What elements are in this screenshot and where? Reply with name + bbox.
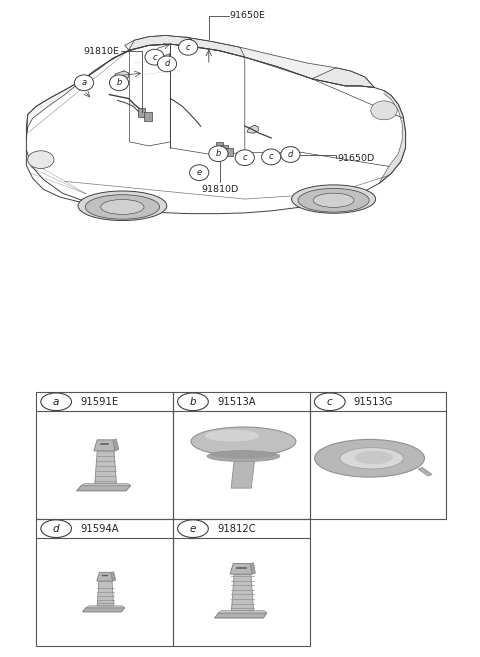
Text: d: d: [164, 59, 170, 68]
Text: c: c: [269, 152, 274, 162]
Text: b: b: [216, 149, 221, 158]
Text: 91810E: 91810E: [83, 47, 119, 56]
Polygon shape: [312, 68, 374, 87]
Polygon shape: [125, 35, 374, 87]
Circle shape: [235, 150, 254, 166]
Text: 91650D: 91650D: [337, 154, 375, 163]
Text: e: e: [197, 168, 202, 177]
Polygon shape: [97, 572, 113, 581]
Polygon shape: [418, 467, 432, 476]
Polygon shape: [231, 458, 255, 488]
Circle shape: [209, 146, 228, 162]
Text: 91513A: 91513A: [217, 397, 255, 407]
Circle shape: [190, 165, 209, 181]
Ellipse shape: [85, 194, 159, 219]
Circle shape: [262, 149, 281, 165]
Ellipse shape: [210, 451, 276, 459]
Polygon shape: [230, 564, 252, 574]
Polygon shape: [231, 574, 253, 610]
Bar: [216, 142, 223, 150]
Circle shape: [74, 75, 94, 91]
Bar: [310, 392, 446, 519]
Polygon shape: [81, 484, 131, 486]
Polygon shape: [129, 35, 245, 57]
Polygon shape: [94, 440, 115, 451]
Ellipse shape: [204, 430, 259, 442]
Polygon shape: [114, 71, 129, 79]
Ellipse shape: [101, 200, 144, 214]
Polygon shape: [76, 486, 131, 491]
Text: 91513G: 91513G: [354, 397, 393, 407]
Text: a: a: [82, 78, 86, 87]
Text: d: d: [288, 150, 293, 159]
Polygon shape: [111, 572, 116, 581]
Circle shape: [178, 520, 208, 537]
Ellipse shape: [313, 193, 354, 208]
Polygon shape: [97, 581, 114, 606]
Text: 91594A: 91594A: [80, 524, 119, 533]
Bar: [144, 112, 152, 121]
Ellipse shape: [340, 447, 403, 469]
Ellipse shape: [207, 451, 280, 462]
Bar: [173, 519, 310, 646]
Text: 91810D: 91810D: [201, 185, 239, 194]
Text: 91812C: 91812C: [217, 524, 255, 533]
Text: b: b: [190, 397, 196, 407]
Polygon shape: [218, 610, 267, 613]
Polygon shape: [113, 439, 119, 451]
Bar: [173, 392, 310, 519]
Circle shape: [41, 393, 72, 411]
Bar: [36, 519, 173, 646]
Ellipse shape: [78, 191, 167, 221]
Text: 91591E: 91591E: [80, 397, 118, 407]
Polygon shape: [247, 125, 258, 133]
Ellipse shape: [298, 189, 369, 212]
Circle shape: [281, 147, 300, 162]
Text: c: c: [152, 53, 157, 62]
Circle shape: [178, 393, 208, 411]
Bar: [138, 108, 145, 117]
Text: e: e: [190, 524, 196, 533]
Polygon shape: [95, 451, 116, 484]
Text: d: d: [53, 524, 60, 533]
Polygon shape: [215, 613, 267, 618]
Circle shape: [157, 56, 177, 72]
Circle shape: [314, 393, 345, 411]
Polygon shape: [250, 562, 255, 574]
Text: c: c: [242, 153, 247, 162]
Ellipse shape: [291, 185, 375, 214]
Bar: [226, 148, 233, 156]
Ellipse shape: [28, 151, 54, 169]
Ellipse shape: [315, 440, 424, 477]
Text: c: c: [186, 43, 191, 52]
Ellipse shape: [355, 451, 393, 464]
Text: c: c: [327, 397, 333, 407]
Text: a: a: [53, 397, 60, 407]
Polygon shape: [26, 50, 130, 138]
Polygon shape: [379, 91, 406, 183]
Bar: [221, 145, 228, 153]
Circle shape: [145, 49, 164, 65]
Circle shape: [41, 520, 72, 537]
Polygon shape: [86, 606, 125, 608]
Polygon shape: [83, 608, 125, 612]
Bar: [36, 392, 173, 519]
Ellipse shape: [191, 427, 296, 456]
Text: b: b: [116, 78, 122, 87]
Polygon shape: [26, 44, 406, 214]
Circle shape: [179, 39, 198, 55]
Text: 91650E: 91650E: [229, 11, 265, 20]
Circle shape: [109, 75, 129, 91]
Ellipse shape: [371, 101, 397, 120]
